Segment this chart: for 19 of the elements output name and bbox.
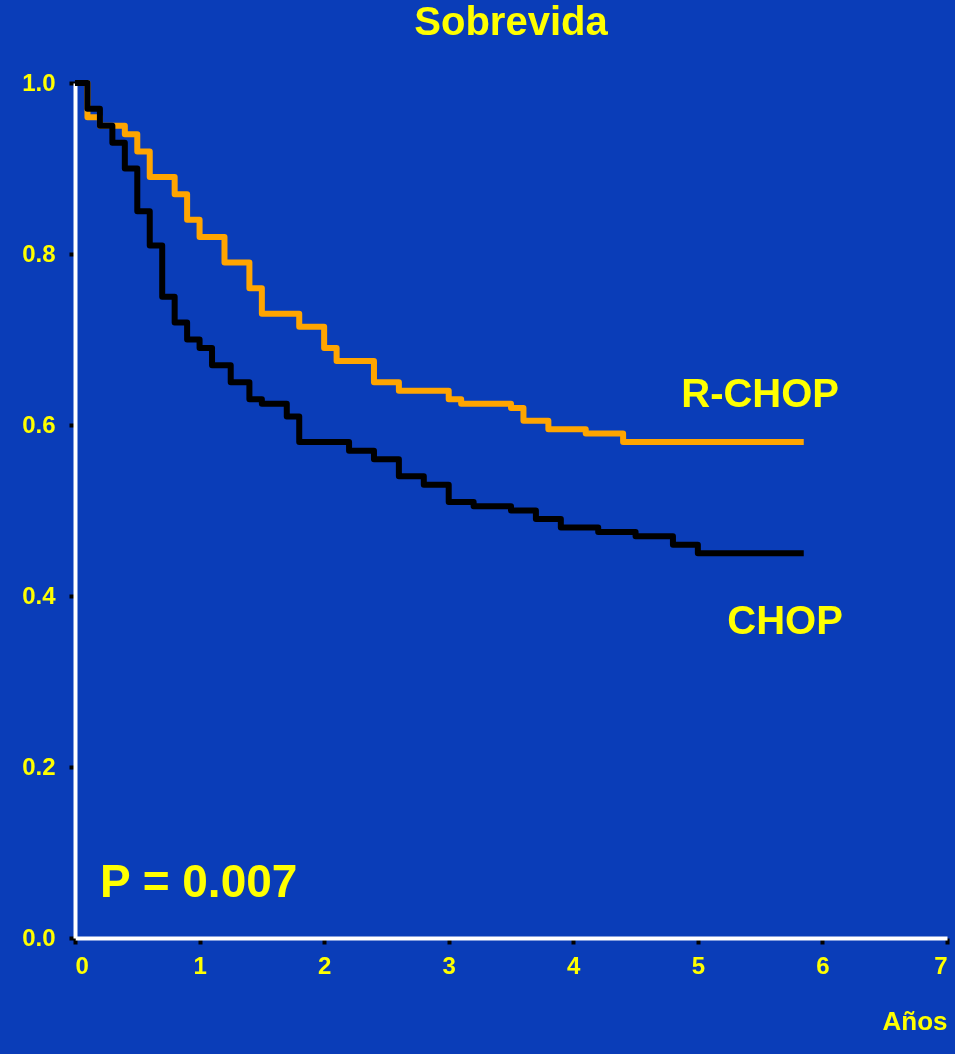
series-label: R-CHOP (681, 371, 840, 416)
x-tick-label: 4 (567, 951, 582, 979)
x-tick-label: 2 (317, 951, 332, 979)
y-tick-label: 0.4 (22, 581, 57, 609)
x-tick-label: 6 (816, 951, 830, 979)
x-tick-label: 5 (691, 951, 706, 979)
y-tick-label: 0.0 (22, 923, 56, 951)
y-tick-label: 0.2 (22, 752, 56, 780)
y-tick-label: 1.0 (22, 68, 56, 96)
y-tick-label: 0.8 (22, 239, 56, 267)
x-tick-label: 7 (934, 951, 948, 979)
annotation: P = 0.007 (100, 855, 298, 907)
y-tick-label: 0.6 (22, 410, 56, 438)
series-label: CHOP (727, 597, 843, 642)
x-tick-label: 0 (75, 951, 89, 979)
x-tick-label: 1 (193, 951, 207, 979)
x-tick-label: 3 (442, 951, 456, 979)
x-axis-title: Años (882, 1005, 948, 1036)
chart-title: Sobrevida (414, 0, 609, 43)
